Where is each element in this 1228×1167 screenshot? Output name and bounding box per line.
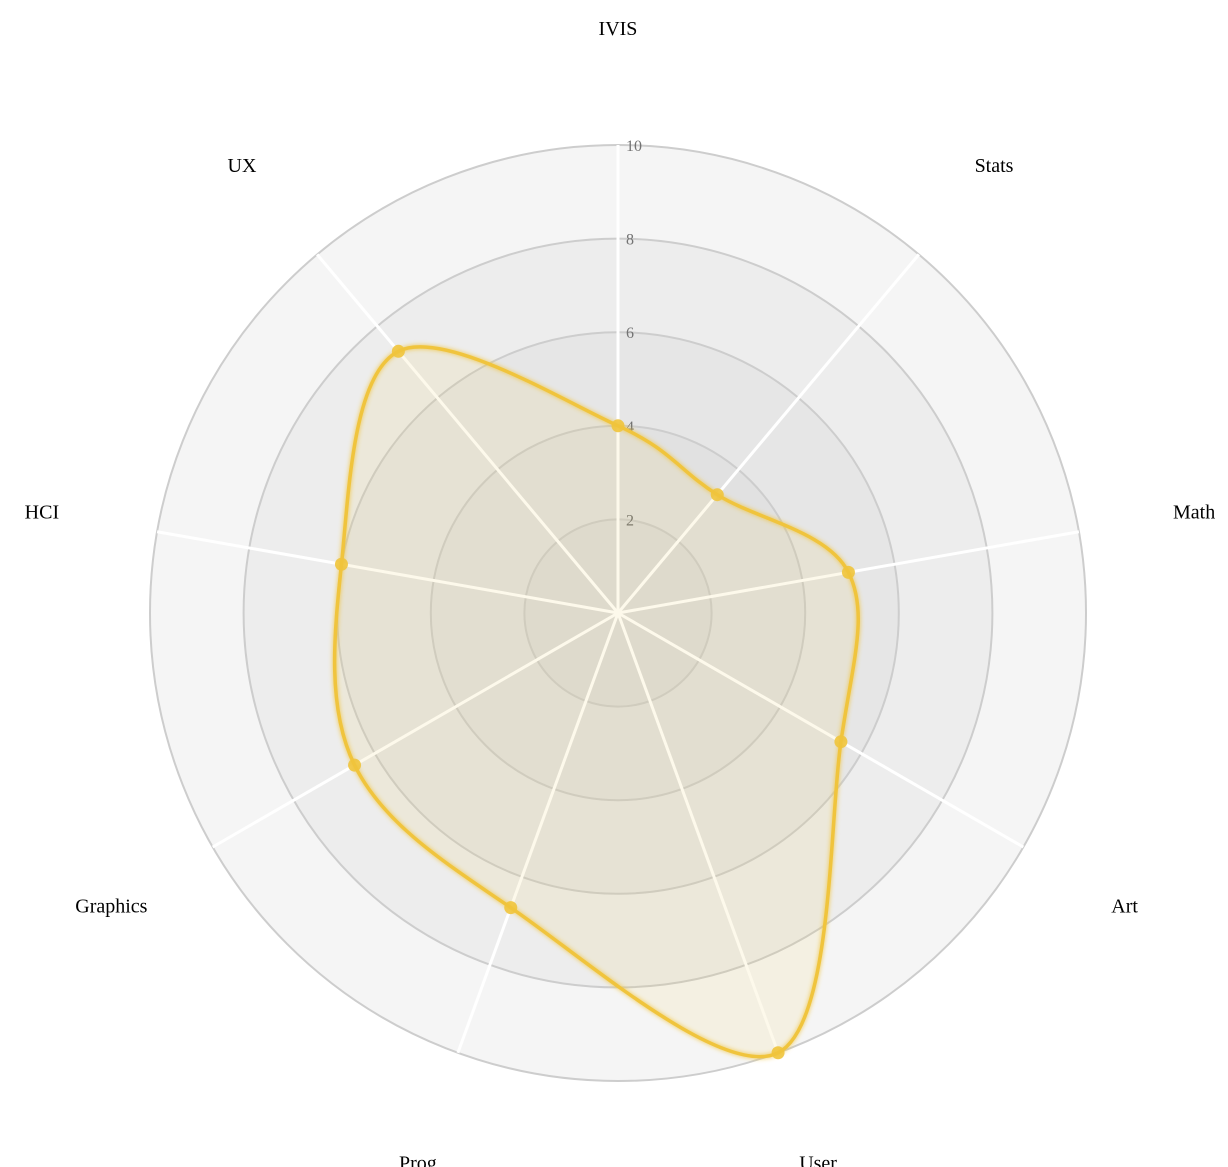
axis-label-ux: UX xyxy=(228,155,257,177)
axis-label-art: Art xyxy=(1111,896,1138,918)
axis-spoke-ux xyxy=(316,253,620,614)
axis-spoke-graphics xyxy=(211,611,619,849)
axis-label-stats: Stats xyxy=(975,155,1014,177)
data-point-graphics[interactable] xyxy=(348,758,362,772)
data-point-prog[interactable] xyxy=(504,901,518,915)
axis-spoke-prog xyxy=(456,612,620,1054)
tick-label: 8 xyxy=(626,232,634,249)
data-point-art[interactable] xyxy=(834,735,848,749)
data-point-math[interactable] xyxy=(841,565,855,579)
axis-label-hci: HCI xyxy=(25,501,59,523)
radar-tick-labels: 2 4 6 8 10 xyxy=(626,138,642,529)
axis-label-user: User xyxy=(799,1153,837,1167)
axis-spoke-stats xyxy=(616,253,920,614)
series-outline xyxy=(332,345,861,1059)
axis-label-prog: Prog xyxy=(399,1153,437,1167)
tick-label: 4 xyxy=(626,419,634,436)
axis-label-ivis: IVIS xyxy=(599,18,638,40)
tick-label: 6 xyxy=(626,325,634,342)
tick-label: 10 xyxy=(626,138,642,155)
data-point-stats[interactable] xyxy=(710,488,724,502)
radar-axis-labels: IVIS Stats Math Art User Prog Graphics HCI UX xyxy=(25,18,1216,1167)
data-point-user[interactable] xyxy=(771,1046,785,1060)
axis-label-graphics: Graphics xyxy=(75,896,147,918)
data-point-ux[interactable] xyxy=(391,344,405,358)
axis-label-math: Math xyxy=(1173,501,1215,523)
axis-spoke-hci xyxy=(156,530,619,615)
radar-series xyxy=(332,344,861,1060)
axis-spoke-user xyxy=(616,612,780,1054)
axis-spoke-art xyxy=(617,611,1025,849)
tick-label: 2 xyxy=(626,512,634,529)
data-point-hci[interactable] xyxy=(334,557,348,571)
data-point-ivis[interactable] xyxy=(611,419,625,433)
series-area xyxy=(334,346,859,1057)
